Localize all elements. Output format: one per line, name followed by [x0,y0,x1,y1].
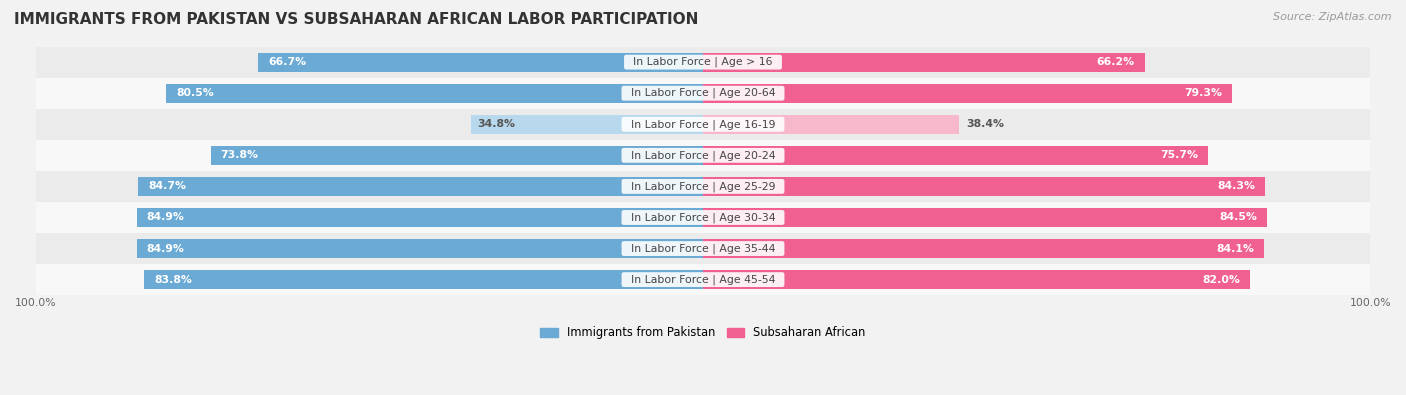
Text: 34.8%: 34.8% [478,119,516,129]
Bar [138,177,703,196]
Bar [35,264,1371,295]
Bar [35,233,1371,264]
Text: 80.5%: 80.5% [176,88,214,98]
Text: 84.7%: 84.7% [148,181,186,192]
Text: In Labor Force | Age > 16: In Labor Force | Age > 16 [626,57,780,68]
Text: In Labor Force | Age 16-19: In Labor Force | Age 16-19 [624,119,782,130]
Text: In Labor Force | Age 20-64: In Labor Force | Age 20-64 [624,88,782,98]
Text: In Labor Force | Age 20-24: In Labor Force | Age 20-24 [624,150,782,161]
Bar [703,239,1264,258]
Bar [257,53,703,72]
Bar [703,53,1144,72]
Text: In Labor Force | Age 30-34: In Labor Force | Age 30-34 [624,212,782,223]
Text: 66.7%: 66.7% [269,57,307,67]
Text: In Labor Force | Age 35-44: In Labor Force | Age 35-44 [624,243,782,254]
Text: 75.7%: 75.7% [1160,150,1198,160]
Text: 84.1%: 84.1% [1216,244,1254,254]
Legend: Immigrants from Pakistan, Subsaharan African: Immigrants from Pakistan, Subsaharan Afr… [536,322,870,344]
Bar [166,84,703,103]
Bar [35,78,1371,109]
Text: 84.3%: 84.3% [1218,181,1256,192]
Bar [35,47,1371,78]
Text: 84.9%: 84.9% [146,244,184,254]
Bar [35,202,1371,233]
Text: IMMIGRANTS FROM PAKISTAN VS SUBSAHARAN AFRICAN LABOR PARTICIPATION: IMMIGRANTS FROM PAKISTAN VS SUBSAHARAN A… [14,12,699,27]
Text: In Labor Force | Age 45-54: In Labor Force | Age 45-54 [624,275,782,285]
Text: 82.0%: 82.0% [1202,275,1240,285]
Text: 66.2%: 66.2% [1097,57,1135,67]
Text: In Labor Force | Age 25-29: In Labor Force | Age 25-29 [624,181,782,192]
Bar [136,239,703,258]
Bar [703,270,1250,289]
Bar [703,115,959,134]
Bar [143,270,703,289]
Bar [35,109,1371,140]
Bar [703,84,1232,103]
Text: 84.5%: 84.5% [1219,213,1257,222]
Bar [136,208,703,227]
Text: 38.4%: 38.4% [966,119,1004,129]
Bar [35,140,1371,171]
Bar [35,171,1371,202]
Bar [703,146,1208,165]
Text: Source: ZipAtlas.com: Source: ZipAtlas.com [1274,12,1392,22]
Bar [211,146,703,165]
Text: 79.3%: 79.3% [1184,88,1222,98]
Text: 84.9%: 84.9% [146,213,184,222]
Text: 73.8%: 73.8% [221,150,259,160]
Text: 83.8%: 83.8% [153,275,191,285]
Bar [703,208,1267,227]
Bar [471,115,703,134]
Bar [703,177,1265,196]
